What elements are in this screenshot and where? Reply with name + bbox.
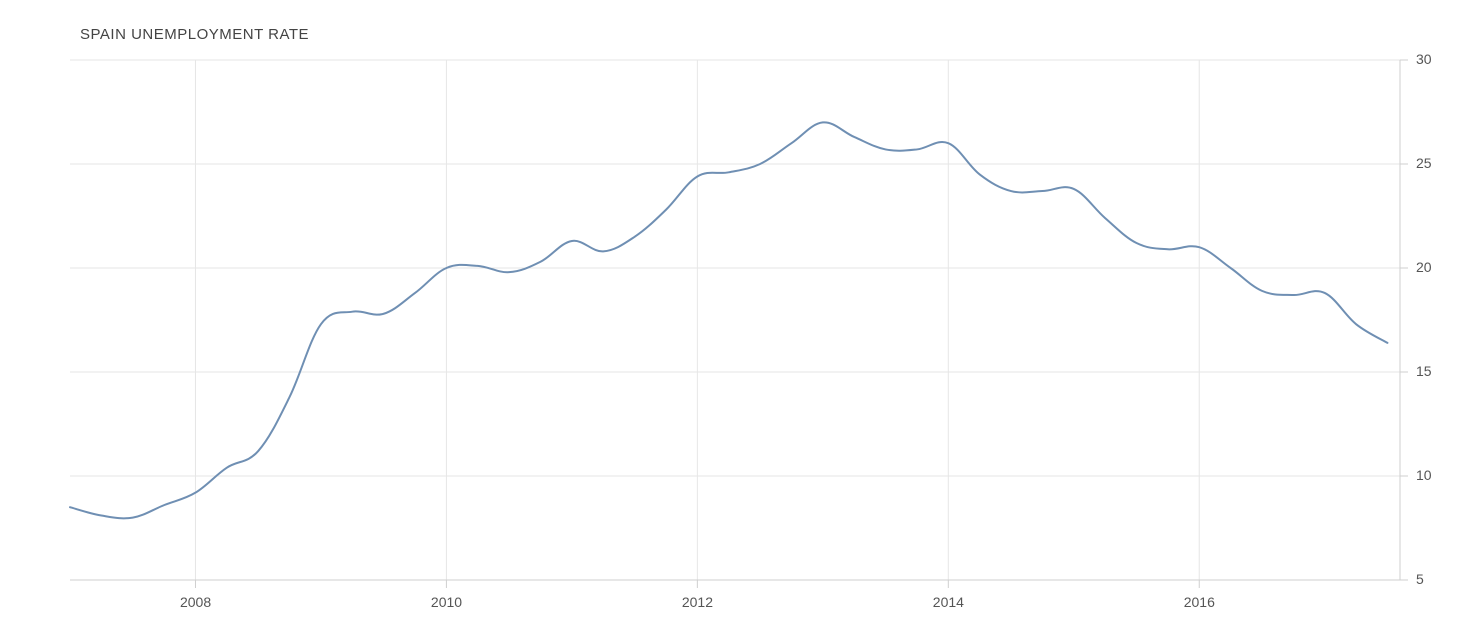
chart-svg xyxy=(0,0,1460,625)
chart-container: SPAIN UNEMPLOYMENT RATE 5101520253020082… xyxy=(0,0,1460,625)
axes xyxy=(70,60,1408,588)
unemployment-line xyxy=(70,122,1387,518)
line-series xyxy=(70,122,1387,518)
gridlines xyxy=(70,60,1400,580)
chart-title: SPAIN UNEMPLOYMENT RATE xyxy=(80,26,309,43)
